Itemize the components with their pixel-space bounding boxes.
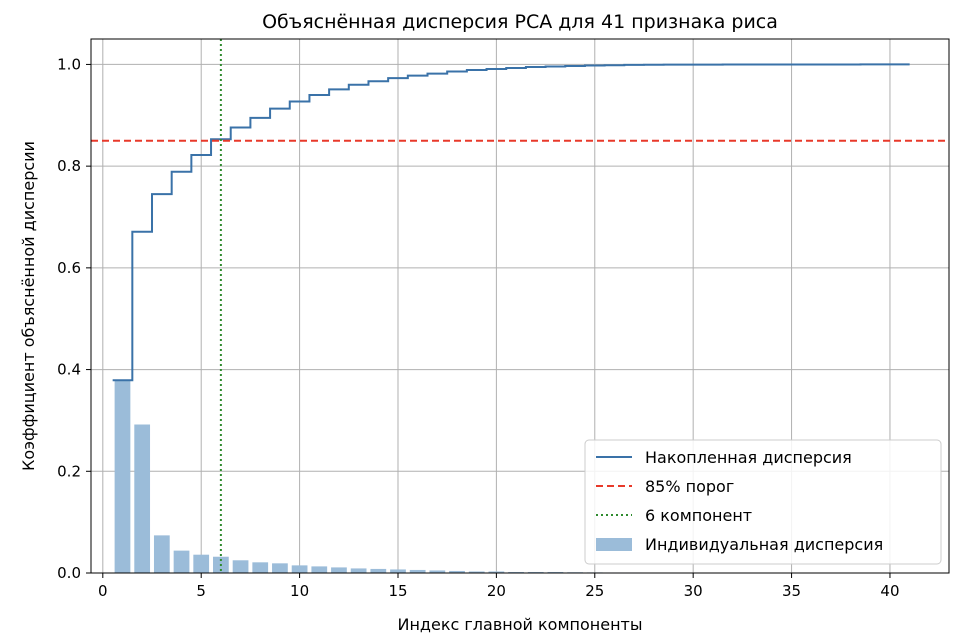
variance-bar bbox=[409, 569, 426, 573]
variance-bar bbox=[232, 560, 249, 573]
variance-bar bbox=[291, 565, 308, 573]
x-tick-label: 25 bbox=[585, 582, 604, 600]
x-tick-label: 0 bbox=[98, 582, 108, 600]
legend-box bbox=[584, 439, 942, 565]
x-tick-label: 40 bbox=[880, 582, 899, 600]
variance-bar bbox=[134, 424, 151, 573]
variance-bar bbox=[252, 562, 269, 573]
x-tick-label: 20 bbox=[487, 582, 506, 600]
x-tick-label: 35 bbox=[782, 582, 801, 600]
variance-bar bbox=[370, 568, 387, 573]
variance-bar bbox=[331, 567, 347, 573]
x-tick-label: 15 bbox=[388, 582, 407, 600]
variance-bar bbox=[193, 554, 210, 573]
plot-frame bbox=[90, 38, 950, 574]
variance-bar bbox=[527, 571, 544, 573]
y-axis-label: Коэффициент объяснённой дисперсии bbox=[19, 141, 38, 471]
variance-bar bbox=[429, 570, 446, 573]
y-tick-label: 0.6 bbox=[57, 259, 81, 277]
variance-bar bbox=[547, 571, 564, 573]
x-tick-label: 5 bbox=[196, 582, 206, 600]
x-tick-label: 30 bbox=[684, 582, 703, 600]
ticks: 0 5 10 15 20 25 30 35 40 0.0 0.2 0.4 0.6 0.8 1.0 bbox=[57, 55, 899, 600]
legend-label-individual: Индивидуальная дисперсия bbox=[645, 535, 883, 554]
variance-bar bbox=[390, 569, 406, 573]
variance-bar bbox=[350, 568, 367, 573]
y-tick-label: 0.2 bbox=[57, 462, 81, 480]
variance-bar bbox=[311, 566, 328, 573]
y-tick-label: 0.8 bbox=[57, 157, 81, 175]
y-tick-label: 0.4 bbox=[57, 361, 81, 379]
y-tick-label: 1.0 bbox=[57, 55, 81, 73]
x-axis-label: Индекс главной компоненты bbox=[398, 615, 643, 634]
legend-label-components: 6 компонент bbox=[645, 506, 752, 525]
variance-bar bbox=[468, 571, 485, 573]
x-tick-label: 10 bbox=[290, 582, 309, 600]
variance-bar bbox=[488, 571, 505, 573]
variance-bar bbox=[153, 535, 170, 573]
individual-variance-bars bbox=[114, 380, 918, 573]
legend: Накопленная дисперсия 85% порог 6 компон… bbox=[584, 439, 942, 565]
legend-label-threshold: 85% порог bbox=[645, 477, 734, 496]
legend-swatch-individual bbox=[596, 538, 632, 551]
cumulative-variance-line bbox=[112, 63, 910, 382]
lines bbox=[91, 39, 949, 573]
variance-bar bbox=[114, 380, 131, 573]
legend-label-cumulative: Накопленная дисперсия bbox=[645, 448, 852, 467]
variance-bar bbox=[508, 571, 524, 573]
variance-bar bbox=[449, 570, 465, 573]
variance-bar bbox=[272, 563, 288, 573]
grid bbox=[91, 39, 949, 574]
chart-title: Объяснённая дисперсия PCA для 41 признак… bbox=[262, 11, 778, 33]
variance-bar bbox=[173, 550, 190, 573]
y-tick-label: 0.0 bbox=[57, 564, 81, 582]
